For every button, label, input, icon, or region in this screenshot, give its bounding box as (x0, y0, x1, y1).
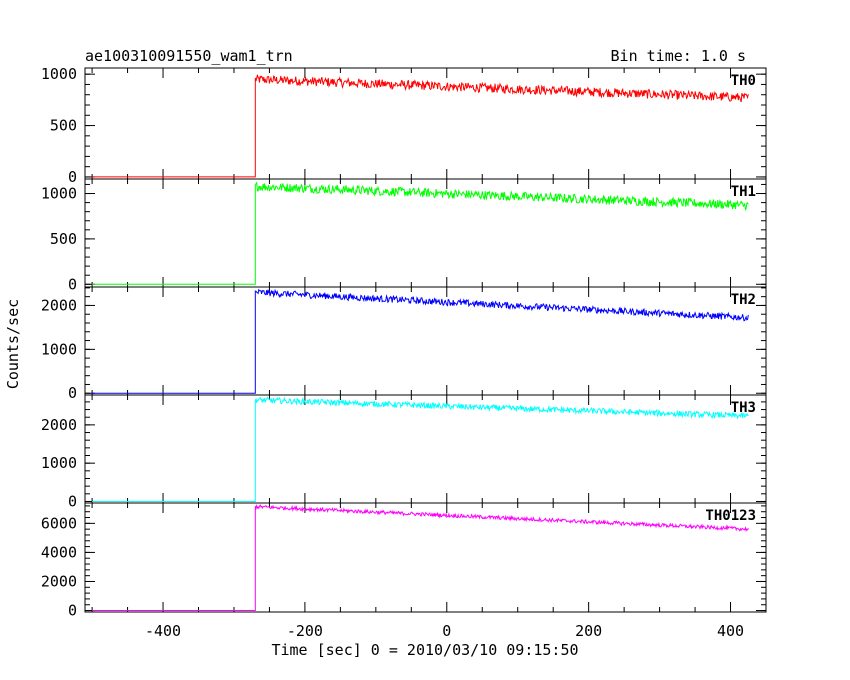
y-tick-label: 0 (68, 168, 77, 186)
chart-title-left: ae100310091550_wam1_trn (85, 47, 293, 65)
y-tick-label: 1000 (41, 65, 77, 83)
panel-label: TH2 (731, 292, 756, 308)
panel-label: TH3 (731, 400, 756, 416)
series-line-th1 (92, 181, 749, 285)
panel-frame (84, 502, 767, 613)
x-axis-title: Time [sec] 0 = 2010/03/10 09:15:50 (271, 641, 578, 659)
y-tick-label: 1000 (41, 340, 77, 358)
y-tick-label: 1000 (41, 454, 77, 472)
series-line-th3 (92, 396, 749, 502)
y-axis-title: Counts/sec (4, 299, 22, 389)
panel-label: TH1 (731, 184, 756, 200)
panel-label: TH0 (731, 73, 756, 89)
y-tick-label: 0 (68, 492, 77, 510)
y-tick-label: 4000 (41, 543, 77, 561)
panel-frame (84, 178, 767, 288)
y-tick-label: 500 (50, 117, 77, 135)
series-line-th0 (92, 74, 749, 178)
y-tick-label: 2000 (41, 416, 77, 434)
y-tick-label: 0 (68, 384, 77, 402)
x-tick-label: -200 (287, 622, 323, 640)
y-tick-label: 0 (68, 602, 77, 620)
x-tick-label: 400 (717, 622, 744, 640)
y-tick-label: 1000 (41, 185, 77, 203)
y-tick-label: 0 (68, 275, 77, 293)
y-tick-label: 2000 (41, 296, 77, 314)
y-tick-label: 6000 (41, 514, 77, 532)
panel-frame (84, 394, 767, 504)
y-tick-label: 2000 (41, 572, 77, 590)
chart-title-right: Bin time: 1.0 s (611, 47, 746, 65)
series-line-th2 (92, 288, 749, 394)
x-tick-label: 200 (575, 622, 602, 640)
series-line-th0123 (92, 503, 749, 611)
y-tick-label: 500 (50, 230, 77, 248)
panel-label: TH0123 (705, 508, 756, 524)
x-tick-label: -400 (145, 622, 181, 640)
x-tick-label: 0 (442, 622, 451, 640)
